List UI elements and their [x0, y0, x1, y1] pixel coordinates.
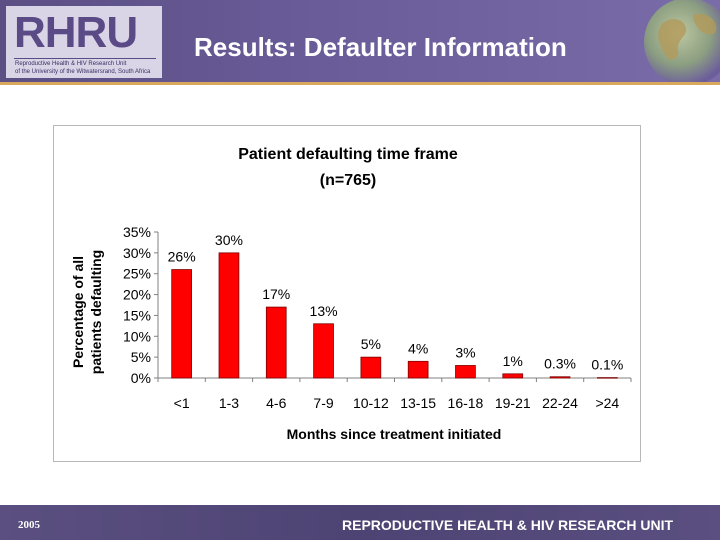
bar	[360, 356, 382, 379]
bar	[265, 306, 287, 379]
data-label: 13%	[310, 303, 338, 319]
bar	[455, 365, 476, 379]
plot-area: 0% 5% 10% 15% 20% 25% 30% 35% 26% <1 30% 1-3 17% 4-6 1…	[123, 224, 632, 411]
chart-title: Patient defaulting time frame	[238, 146, 458, 163]
y-tick-label: 35%	[123, 224, 151, 240]
data-label: 26%	[168, 249, 196, 265]
footer-bar: 2005 REPRODUCTIVE HEALTH & HIV RESEARCH …	[0, 505, 720, 540]
bar-chart: Patient defaulting time frame (n=765) Pe…	[70, 146, 632, 442]
data-label: 30%	[215, 232, 243, 248]
x-tick-label: 10-12	[353, 395, 389, 411]
y-axis-label-line1: Percentage of all	[70, 256, 86, 368]
x-axis-label: Months since treatment initiated	[287, 426, 502, 442]
header-banner: RHRU Reproductive Health & HIV Research …	[0, 0, 720, 82]
data-label: 1%	[503, 353, 523, 369]
y-tick-label: 25%	[123, 266, 151, 282]
y-axis-label-line2: patients defaulting	[88, 250, 104, 374]
slide-title: Results: Defaulter Information	[194, 32, 567, 62]
data-label: 3%	[455, 344, 475, 360]
logo-subline-2: of the University of the Witwatersrand, …	[15, 69, 151, 75]
y-tick-label: 10%	[123, 328, 151, 344]
chart-subtitle: (n=765)	[320, 172, 376, 189]
chart-panel: Patient defaulting time frame (n=765) Pe…	[53, 125, 641, 462]
bar	[597, 377, 618, 379]
logo-divider	[14, 58, 156, 59]
logo-wordmark: RHRU	[14, 8, 138, 57]
x-tick-label: 4-6	[266, 395, 286, 411]
y-tick-label: 30%	[123, 245, 151, 261]
bar	[171, 269, 192, 379]
bar	[218, 252, 240, 379]
bar	[502, 373, 524, 379]
data-label: 17%	[262, 286, 290, 302]
y-tick-label: 15%	[123, 307, 151, 323]
bar	[549, 376, 571, 379]
data-label: 5%	[361, 336, 381, 352]
data-label: 0.3%	[544, 356, 576, 372]
bar	[407, 360, 429, 379]
rhru-logo: RHRU Reproductive Health & HIV Research …	[6, 6, 162, 78]
x-tick-label: 16-18	[448, 395, 484, 411]
logo-subline-1: Reproductive Health & HIV Research Unit	[15, 61, 127, 67]
data-label: 4%	[408, 340, 428, 356]
bar	[313, 323, 334, 379]
y-tick-label: 20%	[123, 287, 151, 303]
header-accent-rule	[0, 82, 720, 85]
x-tick-label: 13-15	[400, 395, 436, 411]
y-tick-label: 0%	[131, 370, 151, 386]
globe-icon	[644, 0, 720, 82]
x-tick-label: 22-24	[542, 395, 578, 411]
x-tick-label: >24	[595, 395, 619, 411]
x-tick-label: 7-9	[313, 395, 333, 411]
footer-year: 2005	[18, 519, 40, 531]
data-label: 0.1%	[591, 357, 623, 373]
y-tick-label: 5%	[131, 349, 151, 365]
x-tick-label: <1	[174, 395, 190, 411]
x-tick-label: 1-3	[219, 395, 239, 411]
x-tick-label: 19-21	[495, 395, 531, 411]
footer-organization: REPRODUCTIVE HEALTH & HIV RESEARCH UNIT	[342, 517, 674, 533]
